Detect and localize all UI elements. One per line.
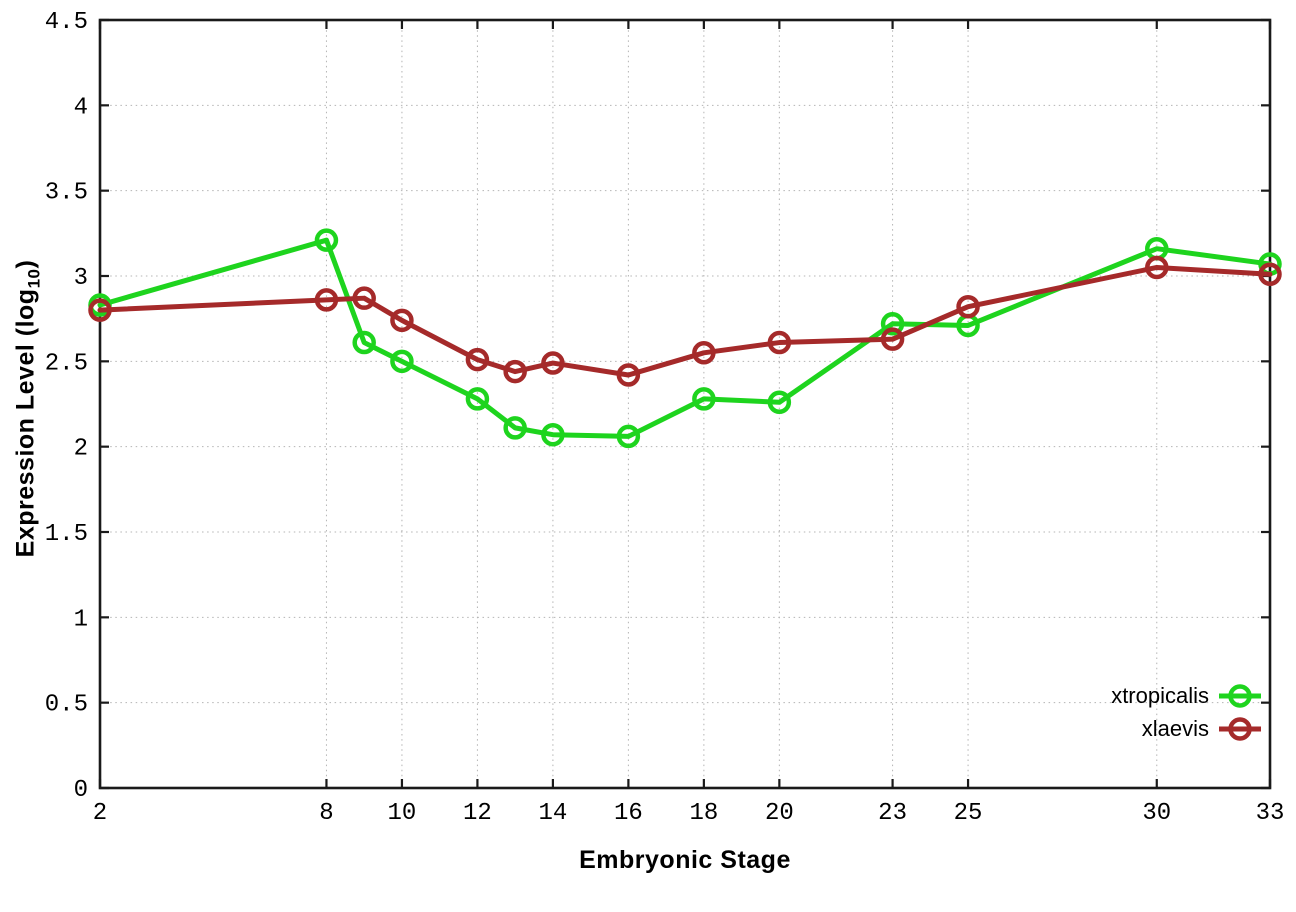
- series-line-xlaevis: [97, 264, 1273, 378]
- svg-text:16: 16: [614, 800, 643, 827]
- series-line-xtropicalis: [97, 237, 1273, 439]
- svg-text:4.5: 4.5: [45, 9, 88, 36]
- data-point-marker: [503, 416, 527, 440]
- y-axis-title: Expression Level (log10): [12, 169, 45, 649]
- svg-text:1.5: 1.5: [45, 521, 88, 548]
- data-point-marker: [880, 312, 905, 336]
- svg-text:1: 1: [74, 606, 88, 633]
- line-marker-icon: [1219, 683, 1261, 708]
- svg-text:2: 2: [93, 800, 107, 827]
- data-point-marker: [692, 387, 716, 411]
- data-point-marker: [616, 424, 641, 449]
- svg-text:25: 25: [954, 800, 983, 827]
- data-point-marker: [616, 363, 641, 387]
- legend-label-xlaevis: xlaevis: [1141, 715, 1209, 741]
- legend: xtropicalis xlaevis: [1111, 681, 1262, 743]
- data-point-marker: [767, 390, 792, 415]
- svg-text:3.5: 3.5: [45, 180, 88, 207]
- data-point-marker: [541, 422, 565, 447]
- data-point-marker: [880, 327, 905, 351]
- x-axis-title: Embryonic Stage: [579, 846, 791, 874]
- svg-text:8: 8: [319, 800, 333, 827]
- svg-text:20: 20: [765, 800, 794, 827]
- data-point-marker: [465, 387, 490, 411]
- y-tick-labels: 0 0.5 1 1.5 2 2.5 3 3.5 4 4.5: [45, 9, 88, 804]
- svg-text:18: 18: [689, 800, 718, 827]
- tick-marks: [98, 18, 1272, 790]
- series-xtropicalis: [88, 228, 1282, 449]
- x-tick-labels: 2 8 10 12 14 16 18 20 23 25 30 33: [93, 800, 1285, 827]
- line-marker-icon: [1219, 716, 1261, 741]
- svg-text:33: 33: [1256, 800, 1285, 827]
- svg-text:0: 0: [74, 777, 88, 804]
- legend-label-xtropicalis: xtropicalis: [1111, 682, 1209, 708]
- data-point-marker: [465, 347, 490, 372]
- data-point-marker: [88, 298, 112, 322]
- svg-text:30: 30: [1142, 800, 1171, 827]
- data-point-marker: [541, 351, 565, 375]
- svg-text:4: 4: [74, 94, 88, 121]
- data-point-marker: [1145, 255, 1169, 280]
- data-point-marker: [503, 359, 527, 384]
- series-xlaevis: [88, 255, 1282, 387]
- data-point-marker: [314, 228, 339, 252]
- legend-row-xlaevis: xlaevis: [1142, 714, 1262, 743]
- data-point-marker: [390, 349, 414, 374]
- svg-text:2: 2: [74, 436, 88, 463]
- legend-row-xtropicalis: xtropicalis: [1111, 681, 1262, 710]
- gridlines: [100, 20, 1270, 788]
- y-axis-title-suffix: ): [11, 259, 40, 269]
- data-point-marker: [352, 286, 376, 310]
- data-point-marker: [314, 288, 339, 312]
- data-point-marker: [390, 308, 414, 333]
- y-axis-title-subscript: 10: [24, 268, 44, 289]
- data-point-marker: [1258, 262, 1282, 287]
- data-point-marker: [956, 294, 980, 319]
- plot-border: [98, 18, 1272, 790]
- svg-text:12: 12: [463, 800, 492, 827]
- svg-text:2.5: 2.5: [45, 350, 88, 377]
- svg-text:23: 23: [878, 800, 907, 827]
- svg-text:14: 14: [538, 800, 567, 827]
- data-point-marker: [767, 330, 792, 355]
- svg-text:3: 3: [74, 265, 88, 292]
- svg-text:0.5: 0.5: [45, 692, 88, 719]
- y-axis-title-text: Expression Level (log: [11, 288, 40, 558]
- data-point-marker: [692, 341, 716, 365]
- data-point-marker: [352, 330, 376, 355]
- svg-text:10: 10: [388, 800, 417, 827]
